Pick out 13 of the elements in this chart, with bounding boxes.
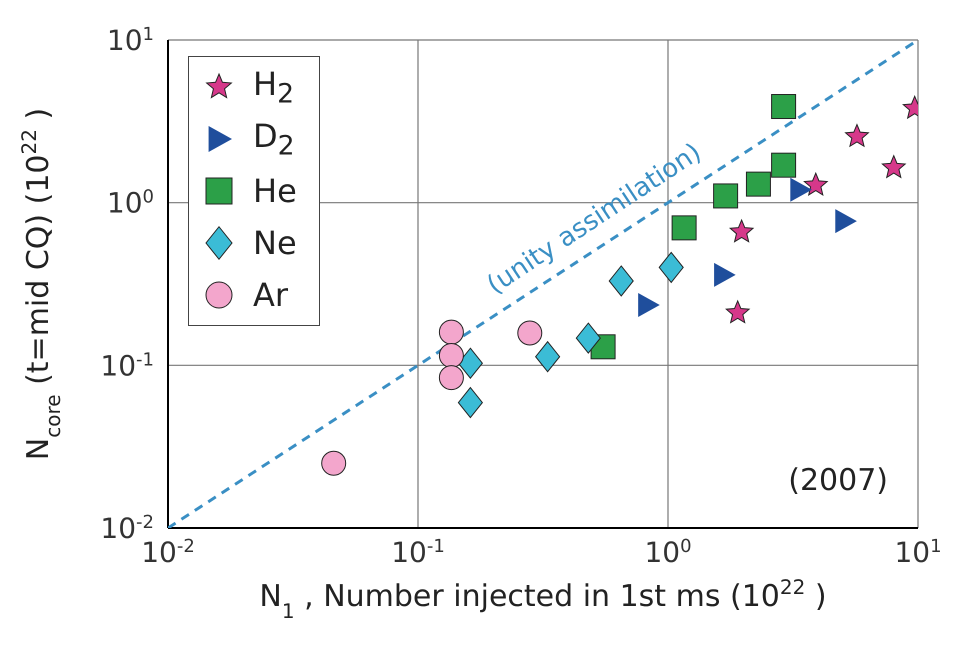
x-tick-label: 10$^{1}$ (894, 536, 942, 569)
annotation: (2007) (788, 463, 888, 498)
y-tick-label: 10$^{-1}$ (100, 348, 154, 382)
y-tick-label: 10$^{0}$ (106, 186, 154, 220)
legend-label: H$_{2}$ (253, 64, 294, 110)
legend-label: D$_{2}$ (253, 116, 295, 162)
x-axis-title: N$_{1}$, Number injected in 1st ms (10$^{22}$) (259, 575, 827, 623)
x-tick-label: 10$^{0}$ (644, 536, 692, 569)
legend-label: Ar (253, 276, 288, 314)
legend-label: Ne (253, 224, 297, 262)
y-tick-label: 10$^{1}$ (106, 24, 154, 57)
legend-label: He (253, 172, 297, 210)
x-tick-label: 10$^{-1}$ (391, 536, 445, 569)
